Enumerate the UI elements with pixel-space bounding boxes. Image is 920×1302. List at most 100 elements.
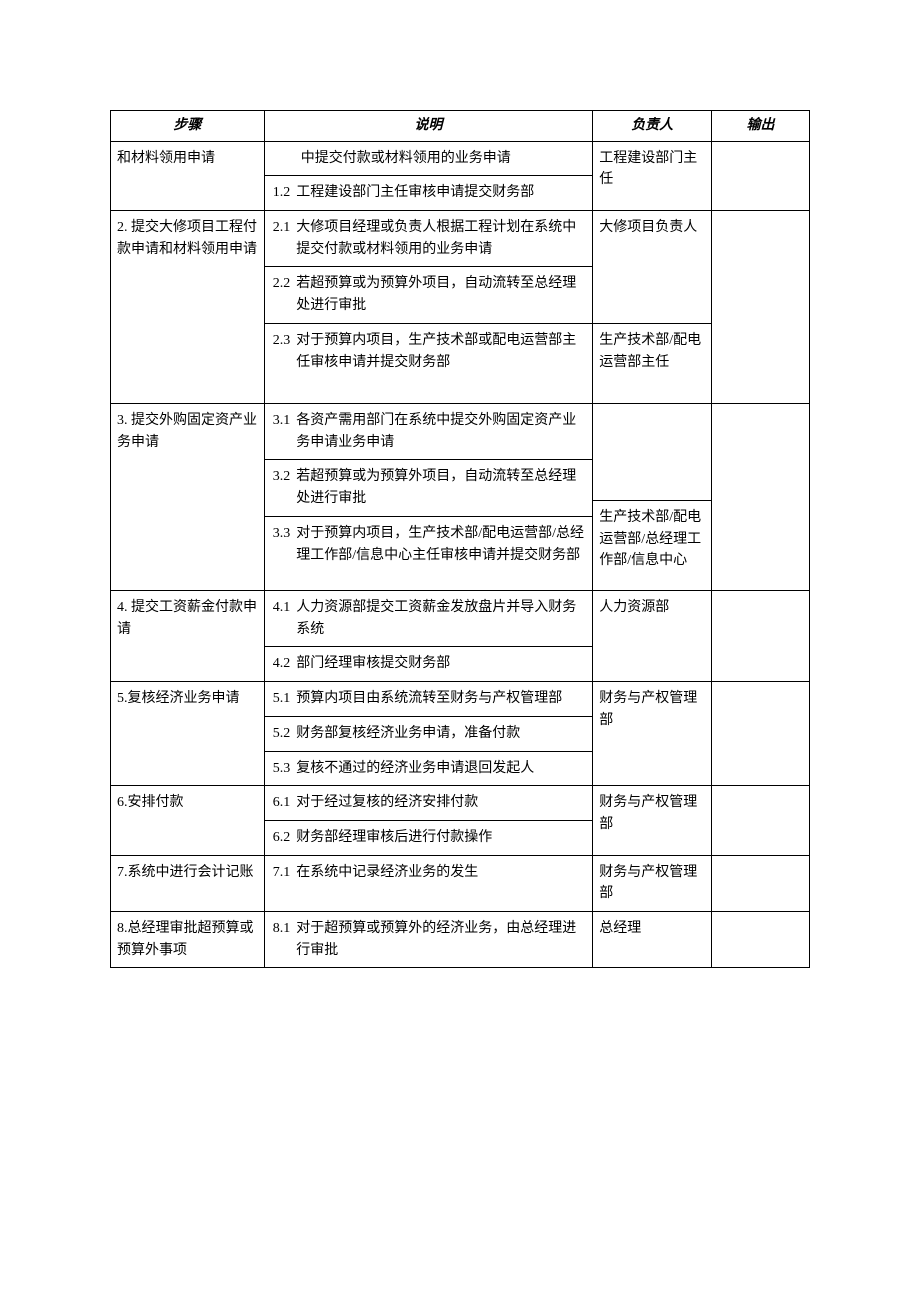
- step-cell: 4. 提交工资薪金付款申请: [111, 591, 265, 682]
- desc-cell: 8.1 对于超预算或预算外的经济业务，由总经理进行审批: [264, 911, 593, 967]
- owner-cell: 财务与产权管理部: [593, 855, 712, 911]
- step-cell: 8.总经理审批超预算或预算外事项: [111, 911, 265, 967]
- desc-num: 4.2: [273, 653, 297, 675]
- desc-text: 预算内项目由系统流转至财务与产权管理部: [296, 688, 584, 710]
- output-cell: [712, 682, 810, 786]
- desc-item: 3.1 各资产需用部门在系统中提交外购固定资产业务申请业务申请: [265, 404, 593, 460]
- desc-text: 工程建设部门主任审核申请提交财务部: [296, 182, 584, 204]
- desc-text: 财务部经理审核后进行付款操作: [296, 827, 584, 849]
- output-cell: [712, 141, 810, 210]
- desc-cell: 3.1 各资产需用部门在系统中提交外购固定资产业务申请业务申请 3.2 若超预算…: [264, 404, 593, 591]
- desc-cell: 2.1 大修项目经理或负责人根据工程计划在系统中提交付款或材料领用的业务申请 2…: [264, 211, 593, 404]
- owner-cell: 财务与产权管理部: [593, 786, 712, 855]
- desc-num: 5.2: [273, 723, 297, 745]
- table-row: 5.复核经济业务申请 5.1 预算内项目由系统流转至财务与产权管理部 5.2 财…: [111, 682, 810, 786]
- output-cell: [712, 404, 810, 591]
- desc-num: 2.2: [273, 273, 297, 316]
- desc-cell: 7.1 在系统中记录经济业务的发生: [264, 855, 593, 911]
- desc-item: 4.2 部门经理审核提交财务部: [265, 647, 593, 681]
- step-cell: 7.系统中进行会计记账: [111, 855, 265, 911]
- header-owner: 负责人: [593, 111, 712, 142]
- desc-num: 2.1: [273, 217, 297, 260]
- desc-text: 部门经理审核提交财务部: [296, 653, 584, 675]
- desc-num: 4.1: [273, 597, 297, 640]
- desc-num: 6.1: [273, 792, 297, 814]
- owner-text: [593, 452, 711, 500]
- desc-item: 2.2 若超预算或为预算外项目，自动流转至总经理处进行审批: [265, 267, 593, 323]
- desc-item: 6.2 财务部经理审核后进行付款操作: [265, 821, 593, 855]
- desc-text: 对于预算内项目，生产技术部或配电运营部主任审核申请并提交财务部: [296, 330, 584, 373]
- desc-item: 8.1 对于超预算或预算外的经济业务，由总经理进行审批: [265, 912, 593, 967]
- step-cell: 和材料领用申请: [111, 141, 265, 210]
- table-row: 2. 提交大修项目工程付款申请和材料领用申请 2.1 大修项目经理或负责人根据工…: [111, 211, 810, 404]
- desc-item: 6.1 对于经过复核的经济安排付款: [265, 786, 593, 821]
- output-cell: [712, 786, 810, 855]
- desc-item: 3.2 若超预算或为预算外项目，自动流转至总经理处进行审批: [265, 460, 593, 516]
- step-cell: 5.复核经济业务申请: [111, 682, 265, 786]
- desc-item: 2.1 大修项目经理或负责人根据工程计划在系统中提交付款或材料领用的业务申请: [265, 211, 593, 267]
- desc-num: 6.2: [273, 827, 297, 849]
- step-cell: 3. 提交外购固定资产业务申请: [111, 404, 265, 591]
- header-output: 输出: [712, 111, 810, 142]
- owner-cell: 工程建设部门主任: [593, 141, 712, 210]
- desc-text: 人力资源部提交工资薪金发放盘片并导入财务系统: [296, 597, 584, 640]
- desc-num: 3.3: [273, 523, 297, 566]
- header-step: 步骤: [111, 111, 265, 142]
- desc-item: 2.3 对于预算内项目，生产技术部或配电运营部主任审核申请并提交财务部: [265, 324, 593, 379]
- owner-text: 生产技术部/配电运营部/总经理工作部/信息中心: [593, 500, 711, 590]
- desc-item: 中提交付款或材料领用的业务申请: [265, 142, 593, 177]
- process-table: 步骤 说明 负责人 输出 和材料领用申请 中提交付款或材料领用的业务申请 1.2…: [110, 110, 810, 968]
- desc-text: 大修项目经理或负责人根据工程计划在系统中提交付款或材料领用的业务申请: [296, 217, 584, 260]
- header-row: 步骤 说明 负责人 输出: [111, 111, 810, 142]
- desc-text: 财务部复核经济业务申请，准备付款: [296, 723, 584, 745]
- owner-cell: 大修项目负责人 生产技术部/配电运营部主任: [593, 211, 712, 404]
- owner-text: 大修项目负责人: [593, 211, 711, 275]
- desc-text: 对于超预算或预算外的经济业务，由总经理进行审批: [296, 918, 584, 961]
- desc-text: 中提交付款或材料领用的业务申请: [301, 148, 585, 170]
- desc-item: 5.2 财务部复核经济业务申请，准备付款: [265, 717, 593, 752]
- desc-text: 若超预算或为预算外项目，自动流转至总经理处进行审批: [296, 466, 584, 509]
- step-cell: 6.安排付款: [111, 786, 265, 855]
- owner-cell: 人力资源部: [593, 591, 712, 682]
- owner-text: [593, 275, 711, 323]
- desc-cell: 4.1 人力资源部提交工资薪金发放盘片并导入财务系统 4.2 部门经理审核提交财…: [264, 591, 593, 682]
- owner-cell: 财务与产权管理部: [593, 682, 712, 786]
- desc-cell: 中提交付款或材料领用的业务申请 1.2 工程建设部门主任审核申请提交财务部: [264, 141, 593, 210]
- table-row: 和材料领用申请 中提交付款或材料领用的业务申请 1.2 工程建设部门主任审核申请…: [111, 141, 810, 210]
- desc-text: 复核不通过的经济业务申请退回发起人: [296, 758, 584, 780]
- desc-num: 3.2: [273, 466, 297, 509]
- owner-text: 生产技术部/配电运营部主任: [593, 323, 711, 403]
- desc-cell: 6.1 对于经过复核的经济安排付款 6.2 财务部经理审核后进行付款操作: [264, 786, 593, 855]
- table-row: 4. 提交工资薪金付款申请 4.1 人力资源部提交工资薪金发放盘片并导入财务系统…: [111, 591, 810, 682]
- output-cell: [712, 211, 810, 404]
- desc-num: 5.3: [273, 758, 297, 780]
- owner-cell: 总经理: [593, 911, 712, 967]
- table-row: 8.总经理审批超预算或预算外事项 8.1 对于超预算或预算外的经济业务，由总经理…: [111, 911, 810, 967]
- desc-num: 2.3: [273, 330, 297, 373]
- desc-item: 3.3 对于预算内项目，生产技术部/配电运营部/总经理工作部/信息中心主任审核申…: [265, 517, 593, 572]
- header-desc: 说明: [264, 111, 593, 142]
- output-cell: [712, 591, 810, 682]
- desc-item: 7.1 在系统中记录经济业务的发生: [265, 856, 593, 890]
- desc-item: 5.1 预算内项目由系统流转至财务与产权管理部: [265, 682, 593, 717]
- desc-text: 在系统中记录经济业务的发生: [296, 862, 584, 884]
- desc-text: 对于预算内项目，生产技术部/配电运营部/总经理工作部/信息中心主任审核申请并提交…: [296, 523, 584, 566]
- output-cell: [712, 911, 810, 967]
- desc-cell: 5.1 预算内项目由系统流转至财务与产权管理部 5.2 财务部复核经济业务申请，…: [264, 682, 593, 786]
- output-cell: [712, 855, 810, 911]
- table-row: 3. 提交外购固定资产业务申请 3.1 各资产需用部门在系统中提交外购固定资产业…: [111, 404, 810, 591]
- step-cell: 2. 提交大修项目工程付款申请和材料领用申请: [111, 211, 265, 404]
- desc-text: 各资产需用部门在系统中提交外购固定资产业务申请业务申请: [296, 410, 584, 453]
- owner-cell: 生产技术部/配电运营部/总经理工作部/信息中心: [593, 404, 712, 591]
- desc-num: 5.1: [273, 688, 297, 710]
- desc-num: 8.1: [273, 918, 297, 961]
- desc-item: 4.1 人力资源部提交工资薪金发放盘片并导入财务系统: [265, 591, 593, 647]
- desc-num: 3.1: [273, 410, 297, 453]
- desc-item: 5.3 复核不通过的经济业务申请退回发起人: [265, 752, 593, 786]
- desc-num: 1.2: [273, 182, 297, 204]
- desc-item: 1.2 工程建设部门主任审核申请提交财务部: [265, 176, 593, 210]
- desc-num: 7.1: [273, 862, 297, 884]
- desc-text: 若超预算或为预算外项目，自动流转至总经理处进行审批: [296, 273, 584, 316]
- table-row: 6.安排付款 6.1 对于经过复核的经济安排付款 6.2 财务部经理审核后进行付…: [111, 786, 810, 855]
- owner-text: [593, 404, 711, 452]
